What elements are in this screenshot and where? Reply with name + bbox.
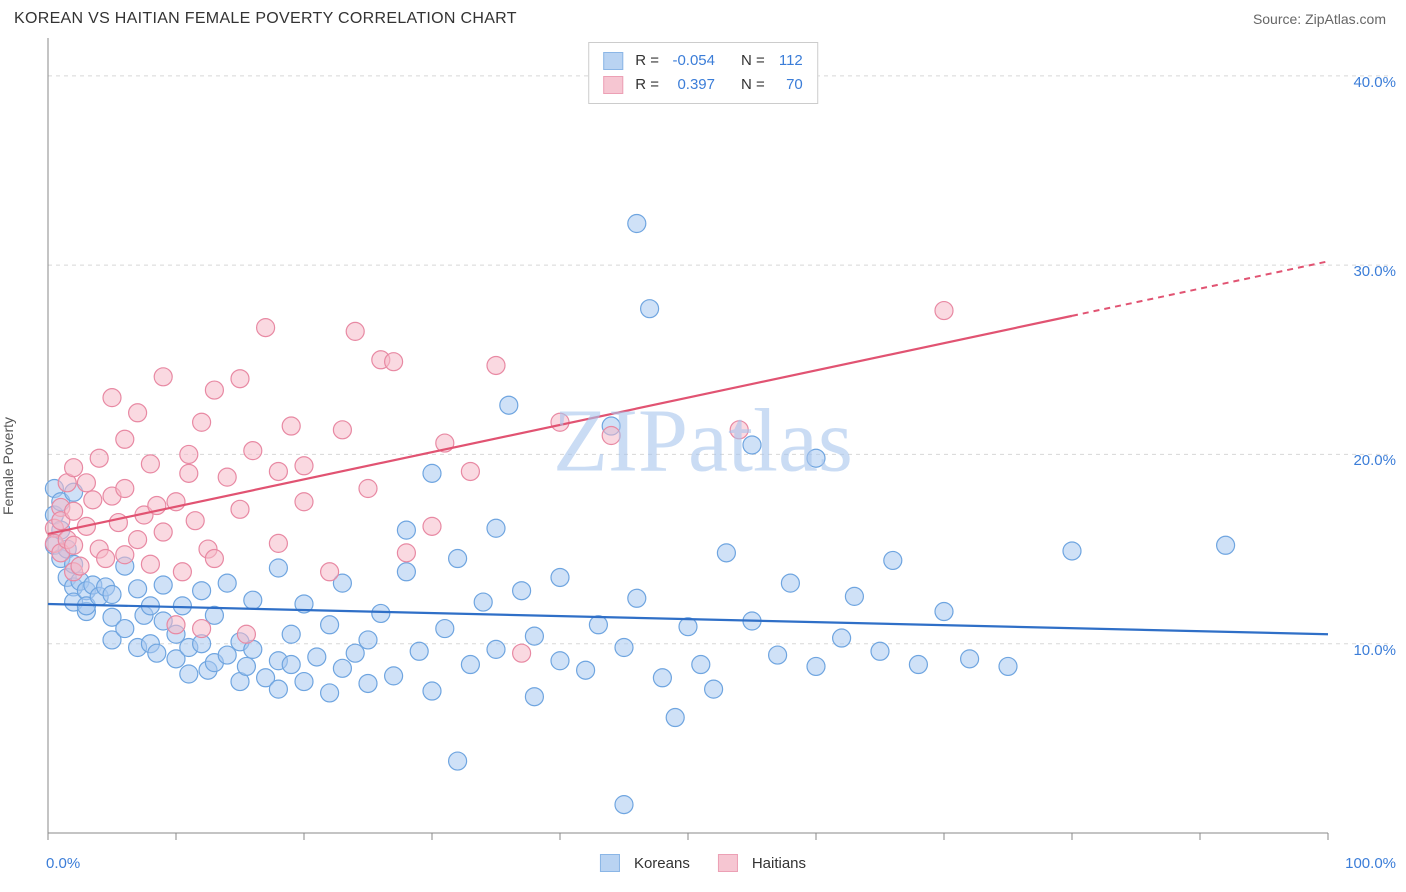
r-value: 0.397 — [665, 73, 715, 97]
r-label: R = — [635, 49, 659, 73]
legend-stats: R =-0.054 N =112 R =0.397 N =70 — [588, 42, 818, 104]
legend-swatch — [603, 52, 623, 70]
legend-series-label: Koreans — [634, 855, 690, 872]
scatter-chart — [0, 38, 1406, 878]
n-value: 112 — [771, 49, 803, 73]
n-value: 70 — [771, 73, 803, 97]
legend-swatch — [603, 76, 623, 94]
r-value: -0.054 — [665, 49, 715, 73]
y-tick-label: 40.0% — [1353, 74, 1396, 91]
chart-container: Female Poverty ZIPatlas R =-0.054N =112R… — [0, 38, 1406, 878]
legend-series: Koreans Haitians — [600, 854, 806, 872]
legend-series-label: Haitians — [752, 855, 806, 872]
y-axis-label: Female Poverty — [0, 417, 16, 515]
legend-stat-row: R =0.397 N =70 — [603, 73, 803, 97]
x-tick-label: 100.0% — [1345, 855, 1396, 872]
r-label: R = — [635, 73, 659, 97]
n-label: N = — [741, 73, 765, 97]
y-tick-label: 10.0% — [1353, 642, 1396, 659]
legend-series-item: Haitians — [718, 854, 806, 872]
legend-swatch — [600, 854, 620, 872]
source-attribution: Source: ZipAtlas.com — [1253, 11, 1386, 27]
y-tick-label: 30.0% — [1353, 263, 1396, 280]
y-tick-label: 20.0% — [1353, 452, 1396, 469]
n-label: N = — [741, 49, 765, 73]
legend-swatch — [718, 854, 738, 872]
x-tick-label: 0.0% — [46, 855, 80, 872]
chart-title: KOREAN VS HAITIAN FEMALE POVERTY CORRELA… — [14, 10, 517, 28]
legend-series-item: Koreans — [600, 854, 690, 872]
legend-stat-row: R =-0.054 N =112 — [603, 49, 803, 73]
